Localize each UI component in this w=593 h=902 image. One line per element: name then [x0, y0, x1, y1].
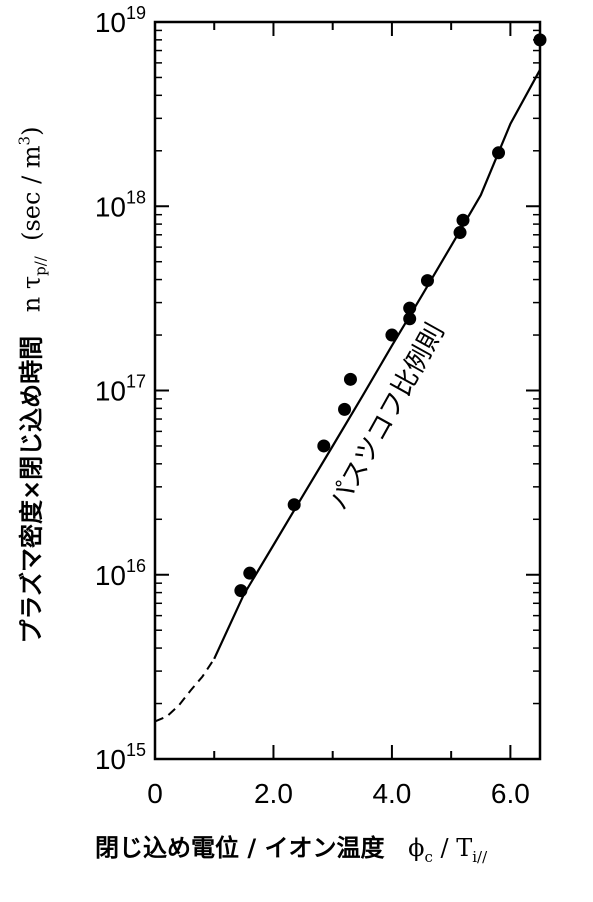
data-point	[385, 328, 399, 342]
extrapolation-curve	[154, 658, 216, 723]
scaling-fit-line	[213, 69, 541, 660]
y-axis-label: プラズマ密度×閉じ込め時間 n τp// (sec / m3)	[11, 127, 49, 644]
data-point	[403, 301, 417, 315]
x-tick-labels: 0 2.0 4.0 6.0	[147, 778, 530, 809]
fit-curves	[154, 69, 541, 723]
y-axis-symbol: n τp// (sec / m3)	[15, 126, 50, 328]
x-axis-label: 閉じ込め電位 / イオン温度 ϕc / Ti//	[95, 828, 487, 866]
data-point	[456, 213, 470, 227]
x-tick-label: 0	[147, 778, 163, 809]
y-tick-label: 1015	[95, 740, 146, 775]
x-axis-symbol: ϕc / Ti//	[392, 834, 488, 866]
scaling-law-annotation-wrap: パスツコフ比例則	[310, 290, 460, 540]
data-point	[403, 312, 417, 326]
x-axis-label-text: 閉じ込め電位 / イオン温度	[95, 834, 385, 862]
y-axis-label-wrap: プラズマ密度×閉じ込め時間 n τp// (sec / m3)	[8, 60, 52, 710]
data-points	[234, 33, 547, 598]
y-tick-label: 1019	[95, 3, 146, 38]
data-point	[287, 498, 301, 512]
data-point	[420, 274, 434, 288]
data-point	[492, 146, 506, 160]
data-point	[343, 372, 357, 386]
x-tick-label: 4.0	[372, 778, 411, 809]
y-tick-label: 1017	[95, 372, 146, 407]
data-point	[234, 584, 248, 598]
y-tick-label: 1016	[95, 556, 146, 591]
x-tick-label: 6.0	[491, 778, 530, 809]
data-point	[317, 439, 331, 453]
data-point	[243, 566, 257, 580]
y-tick-labels: 1015 1016 1017 1018 1019	[95, 3, 146, 775]
y-axis-label-text: プラズマ密度×閉じ込め時間	[17, 335, 46, 644]
y-tick-label: 1018	[95, 187, 146, 222]
axis-ticks	[154, 21, 540, 760]
data-point	[453, 226, 467, 240]
scaling-law-annotation: パスツコフ比例則	[323, 317, 451, 515]
data-point	[338, 402, 352, 416]
x-tick-label: 2.0	[254, 778, 293, 809]
data-point	[533, 33, 547, 47]
